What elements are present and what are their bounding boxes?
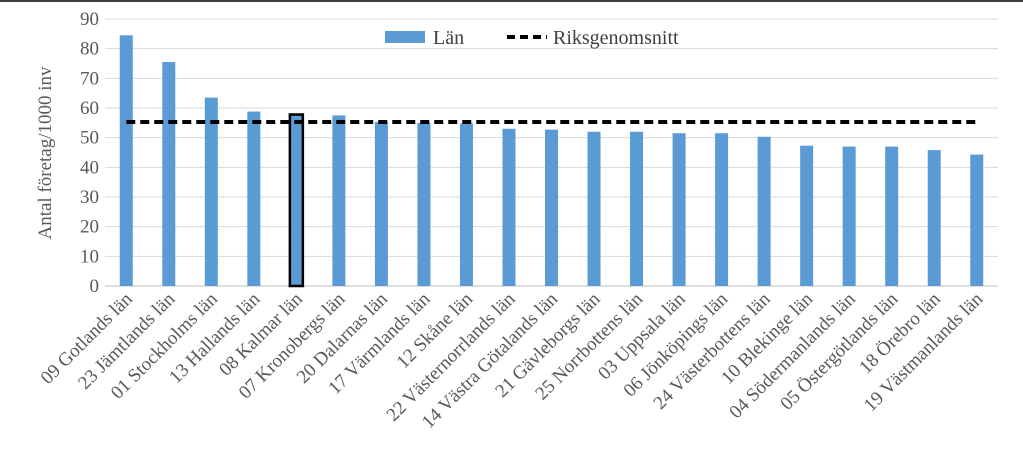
bar bbox=[374, 121, 388, 287]
y-tick-labels: 0 10 20 30 40 50 60 70 80 90 bbox=[80, 9, 99, 297]
bar bbox=[630, 131, 644, 286]
bar bbox=[162, 62, 176, 287]
bars bbox=[119, 35, 984, 288]
bar bbox=[119, 35, 133, 286]
y-tick-label: 90 bbox=[80, 9, 99, 30]
legend-label-riksgenomsnitt: Riksgenomsnitt bbox=[553, 27, 679, 49]
bar bbox=[545, 129, 558, 286]
y-tick-label: 80 bbox=[80, 39, 99, 60]
bar bbox=[459, 123, 473, 286]
bar bbox=[970, 154, 984, 286]
legend: Län Riksgenomsnitt bbox=[385, 27, 679, 49]
bar-highlighted bbox=[288, 113, 305, 288]
y-axis-title: Antal företag/1000 inv bbox=[35, 66, 56, 240]
bar bbox=[587, 131, 601, 286]
bar bbox=[502, 128, 516, 286]
bar bbox=[204, 97, 218, 286]
y-tick-label: 30 bbox=[80, 187, 99, 208]
bar bbox=[672, 133, 686, 286]
bar bbox=[417, 122, 431, 286]
bar bbox=[715, 133, 729, 286]
bar bbox=[927, 150, 941, 286]
bar bbox=[332, 115, 346, 287]
bar bbox=[885, 146, 899, 286]
legend-swatch-lan bbox=[385, 31, 425, 43]
y-tick-label: 60 bbox=[80, 98, 99, 119]
y-tick-label: 10 bbox=[80, 246, 99, 267]
bar bbox=[842, 146, 856, 286]
legend-label-lan: Län bbox=[433, 27, 464, 49]
y-tick-label: 0 bbox=[90, 276, 100, 297]
bar bbox=[800, 145, 814, 286]
bar bbox=[247, 111, 261, 286]
y-tick-label: 50 bbox=[80, 128, 99, 149]
y-tick-label: 40 bbox=[80, 157, 99, 178]
y-tick-label: 20 bbox=[80, 217, 99, 238]
y-tick-label: 70 bbox=[80, 68, 99, 89]
bar bbox=[757, 136, 771, 286]
